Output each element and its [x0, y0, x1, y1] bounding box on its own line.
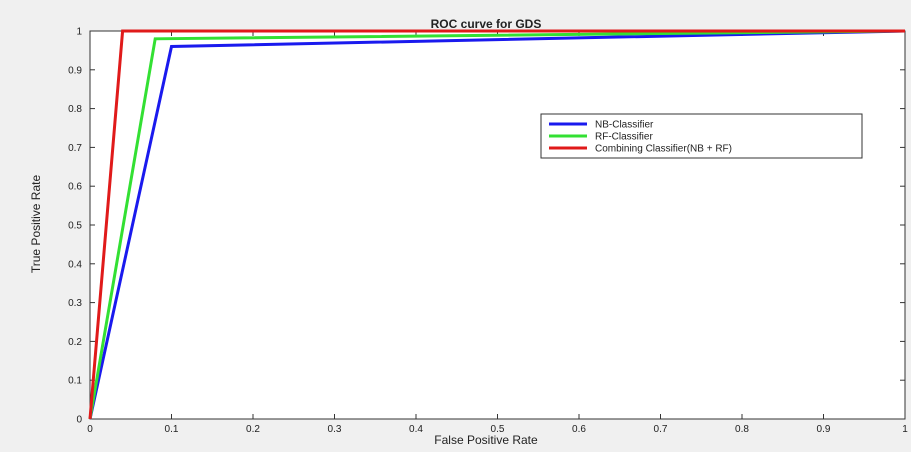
- plot-area-frame: [89, 30, 906, 420]
- y-axis-label: True Positive Rate: [29, 175, 43, 274]
- x-tick-label: 1: [902, 424, 908, 435]
- x-tick-label: 0.2: [246, 424, 260, 435]
- x-tick-label: 0.1: [165, 424, 179, 435]
- chart-title: ROC curve for GDS: [431, 17, 542, 31]
- x-tick-label: 0.5: [491, 424, 505, 435]
- y-tick-label: 0.3: [68, 298, 82, 309]
- x-tick-label: 0.9: [817, 424, 831, 435]
- legend-box: [540, 113, 863, 159]
- x-tick-label: 0.8: [735, 424, 749, 435]
- y-tick-label: 0.5: [68, 221, 82, 232]
- x-tick-label: 0.6: [572, 424, 586, 435]
- x-axis-label: False Positive Rate: [434, 433, 538, 447]
- y-tick-label: 0.2: [68, 337, 82, 348]
- series-line-combining-classifier-nb-rf: [88, 29, 905, 420]
- y-tick-label: 0: [76, 415, 82, 426]
- y-tick-label: 0.8: [68, 104, 82, 115]
- legend-entry: Combining Classifier(NB + RF): [595, 144, 732, 155]
- y-tick-label: 0.7: [68, 143, 82, 154]
- x-tick-label: 0.3: [328, 424, 342, 435]
- x-tick-label: 0: [87, 424, 93, 435]
- y-tick-label: 0.6: [68, 182, 82, 193]
- legend-entry: NB-Classifier: [595, 120, 654, 131]
- y-tick-label: 0.1: [68, 376, 82, 387]
- x-tick-label: 0.7: [654, 424, 668, 435]
- y-tick-label: 0.9: [68, 65, 82, 76]
- series-layer: [88, 29, 906, 420]
- axes-area: [89, 30, 906, 420]
- x-tick-label: 0.4: [409, 424, 423, 435]
- legend-entry: RF-Classifier: [595, 132, 653, 143]
- series-line-nb-classifier: [88, 29, 906, 420]
- tick-layer: 0 0.1 0.2 0.3 0.4 0.5 0.6 0.7 0.8 0.9 1 0 0.1 0.2 0.3 0…: [68, 27, 908, 436]
- y-tick-label: 0.4: [68, 259, 82, 270]
- series-line-rf-classifier: [88, 29, 906, 420]
- y-tick-label: 1: [76, 27, 82, 38]
